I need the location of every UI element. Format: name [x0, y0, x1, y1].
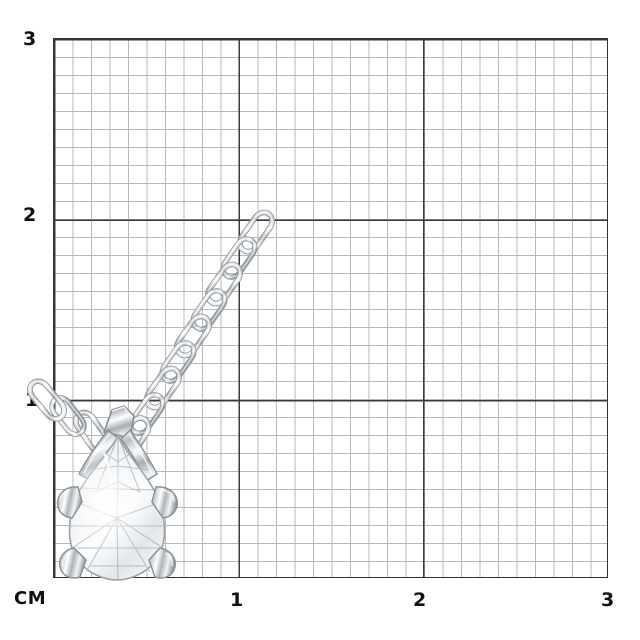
unit-label-cm: CM — [14, 588, 47, 609]
x-axis-tick-3: 3 — [601, 589, 615, 611]
y-axis-tick-1: 1 — [25, 389, 39, 411]
major-gridlines — [54, 39, 607, 577]
y-axis-tick-3: 3 — [23, 28, 37, 50]
x-axis-tick-2: 2 — [413, 589, 427, 611]
centimetre-grid — [53, 38, 608, 578]
y-axis-tick-2: 2 — [23, 204, 37, 226]
x-axis-tick-1: 1 — [230, 589, 244, 611]
